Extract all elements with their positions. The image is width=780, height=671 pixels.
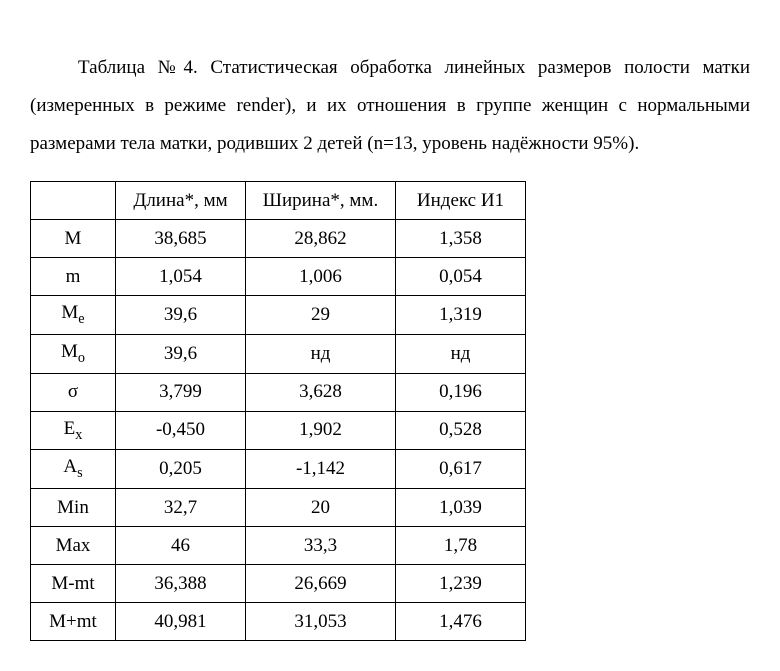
length-value: 0,205 [116, 450, 246, 489]
length-value: 3,799 [116, 373, 246, 411]
width-value: 20 [246, 489, 396, 527]
table-row: Me39,6291,319 [31, 296, 526, 335]
stat-label: Max [31, 527, 116, 565]
table-row: M-mt36,38826,6691,239 [31, 565, 526, 603]
length-value: 39,6 [116, 296, 246, 335]
table-caption: Таблица №4. Статистическая обработка лин… [30, 49, 750, 163]
length-value: 36,388 [116, 565, 246, 603]
width-value: 3,628 [246, 373, 396, 411]
index-value: 1,358 [396, 220, 526, 258]
width-value: 1,006 [246, 258, 396, 296]
table-row: Mo39,6нднд [31, 334, 526, 373]
table-row: σ3,7993,6280,196 [31, 373, 526, 411]
table-row: M+mt40,98131,0531,476 [31, 603, 526, 641]
table-header-row: Длина*, мм Ширина*, мм. Индекс И1 [31, 182, 526, 220]
stat-label: Mo [31, 334, 116, 373]
stat-label: As [31, 450, 116, 489]
index-value: 1,319 [396, 296, 526, 335]
width-value: 29 [246, 296, 396, 335]
stat-label: M+mt [31, 603, 116, 641]
index-value: 0,054 [396, 258, 526, 296]
col-header-length: Длина*, мм [116, 182, 246, 220]
table-row: m1,0541,0060,054 [31, 258, 526, 296]
index-value: 0,617 [396, 450, 526, 489]
stat-label: M [31, 220, 116, 258]
length-value: 40,981 [116, 603, 246, 641]
col-header-stat [31, 182, 116, 220]
col-header-index: Индекс И1 [396, 182, 526, 220]
stat-label: Min [31, 489, 116, 527]
width-value: 33,3 [246, 527, 396, 565]
length-value: 32,7 [116, 489, 246, 527]
index-value: 1,239 [396, 565, 526, 603]
width-value: 26,669 [246, 565, 396, 603]
width-value: -1,142 [246, 450, 396, 489]
table-row: Min32,7201,039 [31, 489, 526, 527]
stats-table: Длина*, мм Ширина*, мм. Индекс И1 M38,68… [30, 181, 526, 641]
index-value: 0,528 [396, 411, 526, 450]
col-header-width: Ширина*, мм. [246, 182, 396, 220]
stat-label: Me [31, 296, 116, 335]
width-value: нд [246, 334, 396, 373]
index-value: 1,476 [396, 603, 526, 641]
length-value: -0,450 [116, 411, 246, 450]
table-row: Ex-0,4501,9020,528 [31, 411, 526, 450]
stat-label: σ [31, 373, 116, 411]
length-value: 38,685 [116, 220, 246, 258]
table-row: Max4633,31,78 [31, 527, 526, 565]
table-row: M38,68528,8621,358 [31, 220, 526, 258]
index-value: 0,196 [396, 373, 526, 411]
stat-label: Ex [31, 411, 116, 450]
index-value: 1,78 [396, 527, 526, 565]
width-value: 28,862 [246, 220, 396, 258]
index-value: нд [396, 334, 526, 373]
index-value: 1,039 [396, 489, 526, 527]
length-value: 1,054 [116, 258, 246, 296]
table-row: As0,205-1,1420,617 [31, 450, 526, 489]
length-value: 46 [116, 527, 246, 565]
stat-label: M-mt [31, 565, 116, 603]
length-value: 39,6 [116, 334, 246, 373]
width-value: 31,053 [246, 603, 396, 641]
width-value: 1,902 [246, 411, 396, 450]
stat-label: m [31, 258, 116, 296]
